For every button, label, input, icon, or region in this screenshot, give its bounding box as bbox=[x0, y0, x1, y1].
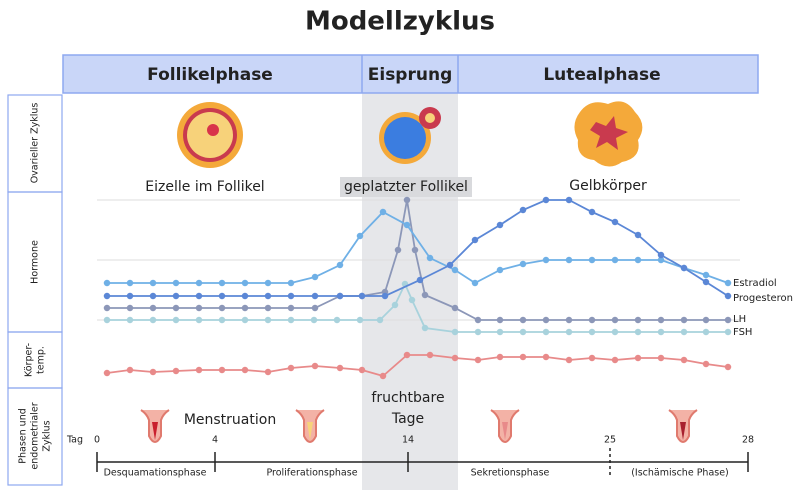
title: Modellzyklus bbox=[305, 7, 495, 37]
header-bg bbox=[62, 54, 759, 94]
uterus bbox=[490, 409, 520, 443]
uterus bbox=[140, 409, 170, 443]
row-label: Zyklus bbox=[42, 420, 53, 451]
row-label: Phasen und bbox=[18, 408, 29, 463]
phase: Eisprung bbox=[368, 65, 453, 85]
ovary-label: geplatzter Follikel bbox=[344, 179, 468, 195]
uterus bbox=[295, 409, 325, 443]
day-tick: 4 bbox=[212, 435, 218, 446]
day-tick: 14 bbox=[402, 435, 414, 446]
row-label: Hormone bbox=[30, 240, 41, 284]
header: Follikelphase Eisprung Lutealphase bbox=[62, 54, 759, 94]
corpus-luteum bbox=[590, 116, 628, 150]
ovary-label: Eizelle im Follikel bbox=[145, 179, 264, 195]
menstruation-label: Menstruation bbox=[184, 412, 276, 428]
label-bg bbox=[340, 177, 472, 197]
phase: Lutealphase bbox=[543, 65, 660, 85]
endometrium-phase: Sekretionsphase bbox=[471, 468, 550, 479]
endometrium-phase: Proliferationsphase bbox=[266, 468, 357, 479]
legend-label: FSH bbox=[733, 327, 752, 338]
day-tick: 0 bbox=[94, 435, 100, 446]
fertile-label: Tage bbox=[391, 411, 424, 427]
row-label: endometrialer bbox=[30, 402, 41, 469]
day-tick: 28 bbox=[742, 435, 754, 446]
egg bbox=[207, 124, 219, 136]
legend-label: Estradiol bbox=[733, 278, 777, 289]
day-label: Tag bbox=[66, 435, 83, 446]
day-tick: 25 bbox=[604, 435, 616, 446]
legend-label: LH bbox=[733, 314, 746, 325]
ruptured-follicle bbox=[384, 117, 426, 159]
row-box bbox=[7, 387, 63, 486]
row-label: temp. bbox=[36, 346, 47, 374]
row-labels bbox=[7, 94, 63, 486]
uterus bbox=[668, 409, 698, 443]
icons bbox=[177, 101, 643, 168]
row-label: Ovarieller Zyklus bbox=[30, 103, 41, 184]
temperature-curve bbox=[103, 351, 732, 380]
legend-label: Progesteron bbox=[733, 293, 793, 304]
uterus-icons bbox=[140, 409, 698, 443]
endometrium-phase: Desquamationsphase bbox=[104, 468, 207, 479]
phase: Follikelphase bbox=[147, 65, 273, 85]
egg bbox=[425, 113, 435, 123]
day-axis bbox=[96, 448, 749, 476]
fertile-label: fruchtbare bbox=[371, 390, 444, 406]
ovary-label: Gelbkörper bbox=[569, 178, 647, 194]
endometrium-phase: (Ischämische Phase) bbox=[631, 468, 729, 479]
progesterone-curve bbox=[103, 196, 732, 300]
row-label: Körper- bbox=[24, 343, 35, 377]
